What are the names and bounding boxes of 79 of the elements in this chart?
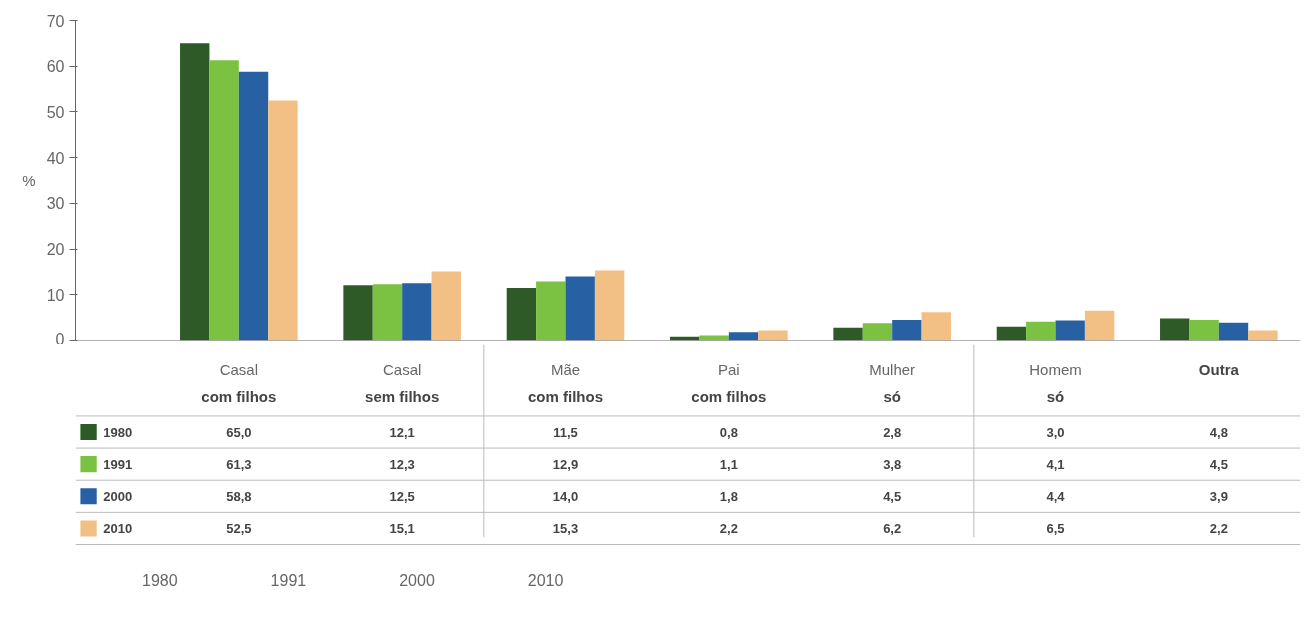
bar	[1248, 330, 1278, 341]
bar	[758, 330, 788, 341]
bar	[1160, 318, 1190, 341]
bar	[209, 60, 239, 341]
data-label: 14,0	[552, 488, 579, 504]
y-tick-label: 50	[46, 103, 65, 121]
data-label: 6,2	[883, 520, 902, 536]
legend-label: 1991	[103, 456, 133, 472]
legend-label: 2000	[103, 488, 133, 504]
x-tick-label: Casal sem filhos	[365, 361, 440, 405]
x-tick-label: Outra	[1198, 361, 1240, 378]
data-label: 2,8	[883, 424, 902, 440]
bar	[506, 287, 537, 341]
data-label: 4,4	[1046, 488, 1066, 504]
bar	[238, 71, 269, 341]
data-label: 15,1	[389, 520, 415, 536]
data-label: 6,5	[1046, 520, 1065, 536]
bar	[594, 270, 625, 341]
text: 1980	[142, 572, 178, 589]
y-tick-label: 70	[46, 12, 65, 30]
data-label: 11,5	[553, 424, 578, 440]
y-tick-label: 30	[46, 195, 65, 213]
y-tick-label: 0	[55, 330, 65, 348]
data-label: 2,2	[719, 520, 738, 536]
data-label: 2,2	[1209, 520, 1228, 536]
text: 1991	[270, 572, 307, 589]
x-tick-label: Mãe com filhos	[528, 361, 604, 405]
data-label: 3,8	[883, 456, 902, 472]
y-tick-label: 40	[46, 149, 65, 167]
x-tick-label: Mulher só	[869, 361, 916, 405]
data-label: 15,3	[552, 520, 579, 536]
data-label: 52,5	[226, 520, 252, 536]
bar	[565, 276, 595, 341]
data-label: 12,3	[389, 456, 415, 472]
bar	[699, 335, 729, 341]
x-tick-label: Homem só	[1029, 361, 1082, 405]
y-tick-label: 10	[46, 286, 65, 304]
y-tick-label: 20	[46, 241, 65, 259]
bar	[431, 271, 461, 341]
bar	[402, 283, 432, 341]
x-tick-label: Pai com filhos	[691, 361, 767, 405]
bar	[1026, 321, 1056, 341]
data-label: 12,5	[389, 488, 415, 504]
bar	[343, 285, 373, 341]
bar	[892, 319, 922, 341]
bar	[1218, 322, 1249, 341]
bar	[180, 43, 210, 341]
data-label: 4,5	[883, 488, 902, 504]
data-label: 12,1	[389, 424, 415, 440]
bar	[268, 100, 298, 341]
data-label: 61,3	[226, 456, 252, 472]
y-tick-label: 60	[46, 58, 65, 76]
bar	[1084, 310, 1115, 341]
data-label: 3,0	[1046, 424, 1065, 440]
bar	[996, 326, 1027, 341]
data-label: 4,5	[1209, 456, 1228, 472]
bar	[372, 284, 403, 341]
data-label: 4,8	[1209, 424, 1228, 440]
legend-label: 1980	[103, 424, 133, 440]
x-tick-label: Casal com filhos	[201, 361, 277, 405]
data-label: 3,9	[1209, 488, 1228, 504]
bar	[728, 332, 759, 341]
bar	[921, 312, 951, 341]
bar	[1055, 320, 1085, 341]
y-axis-title: %	[22, 172, 36, 189]
data-label: 0,8	[719, 424, 738, 440]
text: 2010	[527, 572, 564, 589]
bar	[1189, 319, 1219, 341]
bar	[833, 327, 863, 341]
data-label: 1,1	[719, 456, 738, 472]
bar	[536, 281, 566, 341]
data-label: 58,8	[226, 488, 252, 504]
bar	[862, 323, 893, 341]
text: 2000	[399, 572, 435, 589]
data-label: 1,8	[719, 488, 738, 504]
legend-label: 2010	[103, 520, 133, 536]
data-label: 65,0	[226, 424, 252, 440]
data-label: 4,1	[1046, 456, 1065, 472]
data-label: 12,9	[552, 456, 579, 472]
